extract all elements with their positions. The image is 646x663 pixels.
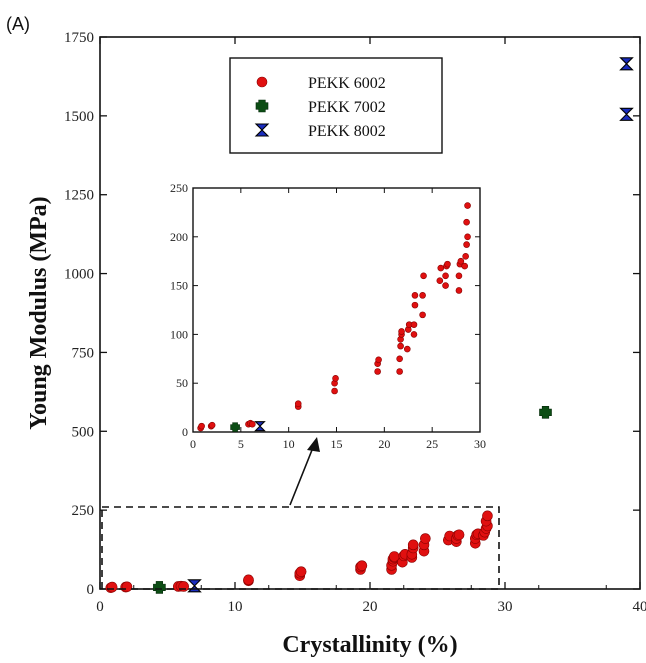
x-axis-title: Crystallinity (%) (282, 632, 457, 658)
inset-axis-ticks: 0 5 10 15 20 25 30 0 50 100 150 200 250 (170, 181, 486, 451)
inset-x-tick-label: 25 (426, 437, 438, 451)
y-axis-title: Young Modulus (MPa) (26, 196, 52, 429)
inset-pekk-6002-point (419, 292, 426, 299)
y-tick-label: 500 (72, 424, 95, 440)
legend-label: PEKK 6002 (308, 75, 386, 92)
pekk-6002-point (106, 581, 118, 593)
inset-x-tick-label: 0 (190, 437, 196, 451)
inset-y-tick-label: 150 (170, 279, 188, 293)
inset-pekk-6002-point (455, 287, 463, 294)
inset-pekk-6002-point (397, 342, 404, 350)
inset-pekk-6002-point (464, 202, 471, 209)
inset-pekk-6002-point (410, 321, 418, 328)
inset-pekk-6002-point (436, 277, 444, 285)
y-tick-label: 250 (72, 503, 95, 519)
pekk-6002-point (420, 533, 431, 544)
inset-data-marks (197, 202, 471, 432)
x-tick-label: 10 (228, 599, 243, 615)
x-tick-label: 40 (633, 599, 646, 615)
legend-marker-pekk-8002 (254, 123, 270, 137)
inset-pekk-6002-point (461, 262, 468, 270)
inset-pekk-6002-point (396, 368, 403, 375)
pekk-6002-point (356, 560, 368, 571)
legend-marker-pekk-7002 (255, 99, 269, 113)
inset-y-tick-label: 50 (176, 376, 188, 390)
inset-pekk-6002-point (331, 387, 338, 395)
pekk-6002-point (482, 510, 493, 522)
pekk-7002-point (539, 406, 552, 419)
inset-pekk-6002-point (463, 218, 470, 226)
inset-pekk-6002-point (396, 355, 403, 363)
pekk-6002-point (243, 574, 254, 586)
y-tick-label: 1750 (64, 30, 94, 46)
inset-pekk-6002-point (455, 272, 463, 280)
inset-pekk-6002-point (444, 260, 451, 268)
inset-pekk-6002-point (410, 331, 418, 338)
zoom-arrow-head (307, 437, 320, 452)
inset-pekk-6002-point (398, 328, 405, 335)
zoom-region-box (101, 506, 500, 590)
inset-pekk-6002-point (411, 301, 419, 309)
inset-pekk-6002-point (375, 356, 382, 364)
inset-pekk-6002-point (332, 375, 339, 382)
pekk-8002-point (619, 57, 634, 71)
inset-pekk-6002-point (457, 257, 465, 265)
panel-label: (A) (6, 14, 30, 34)
inset-pekk-6002-point (437, 264, 445, 272)
inset-pekk-6002-point (374, 368, 381, 375)
inset-pekk-7002-point (230, 422, 240, 432)
zoom-arrow (289, 444, 315, 506)
legend-label: PEKK 8002 (308, 123, 386, 140)
inset-x-tick-label: 5 (238, 437, 244, 451)
legend-label: PEKK 7002 (308, 99, 386, 116)
inset-pekk-6002-point (403, 345, 411, 353)
inset-x-tick-label: 15 (331, 437, 343, 451)
inset-pekk-6002-point (464, 233, 471, 241)
inset-pekk-6002-point (208, 421, 216, 429)
pekk-6002-point (295, 566, 307, 577)
pekk-6002-point (407, 539, 419, 551)
inset-x-tick-label: 10 (283, 437, 295, 451)
x-tick-label: 0 (96, 599, 104, 615)
inset-y-tick-label: 200 (170, 230, 188, 244)
inset-pekk-6002-point (198, 422, 205, 430)
inset-pekk-6002-point (420, 272, 427, 280)
inset-pekk-6002-point (411, 292, 419, 299)
y-tick-label: 750 (72, 345, 95, 361)
inset-y-tick-label: 250 (170, 181, 188, 195)
inset-pekk-6002-point (294, 400, 302, 407)
inset-pekk-6002-point (419, 311, 426, 319)
x-tick-label: 20 (363, 599, 378, 615)
pekk-6002-point (121, 581, 133, 593)
legend: PEKK 6002 PEKK 7002 PEKK 8002 (254, 75, 386, 140)
inset-pekk-6002-point (462, 253, 469, 260)
inset-pekk-8002-point (254, 421, 266, 432)
inset-y-tick-label: 100 (170, 327, 188, 341)
inset-x-tick-label: 30 (474, 437, 486, 451)
y-tick-label: 1500 (64, 109, 94, 125)
inset-pekk-6002-point (442, 272, 449, 280)
inset-pekk-6002-point (442, 282, 449, 289)
y-tick-label: 1250 (64, 188, 94, 204)
pekk-6002-point (178, 581, 189, 592)
inset-y-tick-label: 0 (182, 425, 188, 439)
inset-x-tick-label: 20 (378, 437, 390, 451)
inset-pekk-6002-point (463, 241, 470, 248)
y-tick-label: 0 (87, 582, 95, 598)
pekk-8002-point (619, 107, 634, 121)
inset-pekk-6002-point (249, 420, 256, 428)
main-data-marks (105, 57, 634, 594)
inset-plot-frame (192, 187, 481, 433)
pekk-7002-point (153, 581, 166, 594)
x-tick-label: 30 (498, 599, 513, 615)
y-tick-label: 1000 (64, 267, 94, 283)
legend-marker-pekk-6002 (256, 76, 268, 88)
pekk-6002-point (453, 529, 465, 541)
pekk-8002-point (187, 579, 202, 593)
